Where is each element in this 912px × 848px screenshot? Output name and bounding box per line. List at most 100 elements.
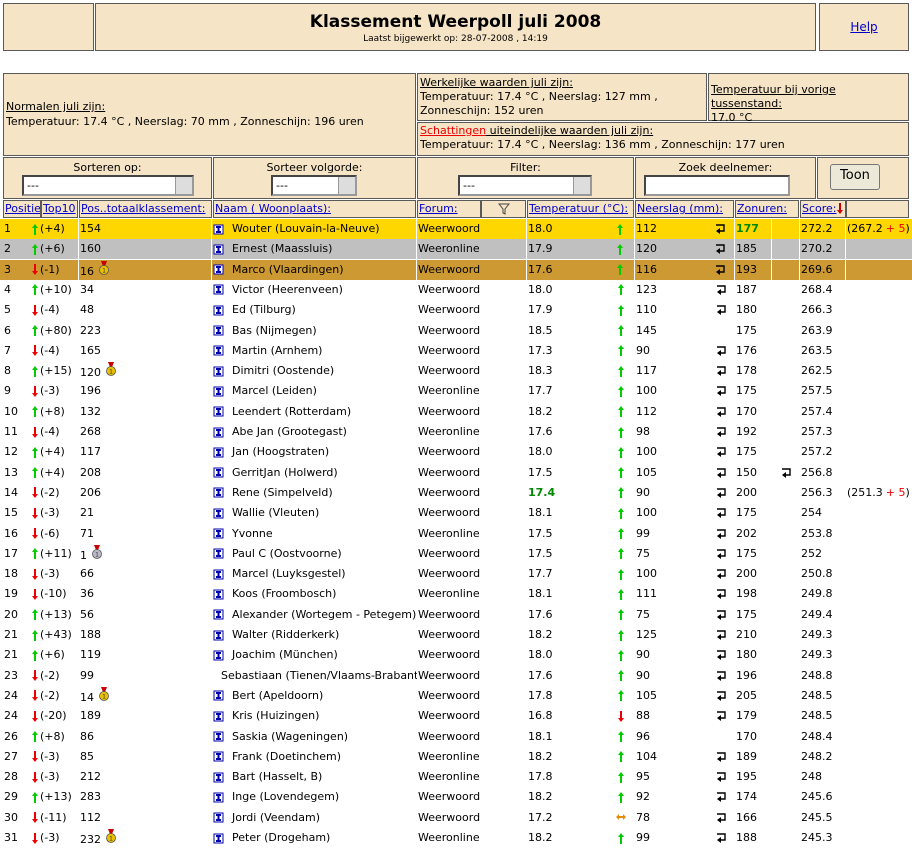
participant-name[interactable]: Wouter (Louvain-la-Neuve)	[232, 222, 380, 235]
participant-name[interactable]: Koos (Froombosch)	[232, 587, 337, 601]
position-change: (-3)	[40, 567, 60, 581]
sun-hours: 179	[736, 709, 757, 723]
participant-name[interactable]: Ernest (Maassluis)	[232, 242, 333, 256]
participant-name[interactable]: Abe Jan (Grootegast)	[232, 425, 347, 438]
sun-icon-cell	[772, 300, 800, 320]
filter-select[interactable]: ---	[458, 175, 592, 196]
sort-select[interactable]: ---	[22, 175, 194, 196]
column-header-icon	[481, 200, 526, 218]
change-cell: (+6)	[29, 645, 79, 665]
sun-icon-cell	[772, 239, 800, 260]
participant-name[interactable]: Jordi (Veendam)	[232, 810, 321, 824]
temp-cell: 17.3	[528, 341, 606, 361]
name-cell: Kris (Huizingen)	[213, 706, 417, 726]
participant-name[interactable]: Martin (Arnhem)	[232, 343, 323, 357]
temp-trend-up	[617, 791, 624, 803]
profile-icon	[213, 224, 224, 234]
participant-name[interactable]: Rene (Simpelveld)	[232, 485, 333, 499]
search-input[interactable]	[644, 175, 790, 196]
participant-name[interactable]: Marco (Vlaardingen)	[232, 262, 344, 276]
change-cell: (-2)	[29, 483, 79, 503]
rain-icon-cell	[706, 767, 735, 787]
temp-trend-cell	[606, 767, 635, 787]
svg-text:1: 1	[102, 267, 106, 274]
column-header-link[interactable]: Temperatuur (°C):	[529, 202, 629, 215]
participant-name[interactable]: Victor (Heerenveen)	[232, 282, 343, 296]
forum-cell: Weeronline	[418, 584, 527, 604]
note-cell	[847, 727, 909, 747]
column-header-link[interactable]: Top10	[43, 202, 76, 215]
temp-trend-up	[617, 609, 624, 621]
position: 20	[4, 607, 18, 621]
medal-icon: 1	[99, 686, 109, 701]
forum: Weerwoord	[418, 688, 481, 702]
participant-name[interactable]: Kris (Huizingen)	[232, 709, 320, 723]
change-cell: (-20)	[29, 706, 79, 726]
participant-name[interactable]: GerritJan (Holwerd)	[232, 465, 338, 479]
participant-name[interactable]: Dimitri (Oostende)	[232, 364, 335, 378]
estimate-link[interactable]: Schattingen	[420, 124, 487, 137]
participant-name[interactable]: Wallie (Vleuten)	[232, 506, 320, 520]
participant-name[interactable]: Joachim (München)	[232, 648, 338, 662]
rain-icon-cell	[706, 239, 735, 260]
profile-icon	[213, 609, 224, 620]
note-cell	[847, 524, 909, 544]
header-left	[3, 3, 94, 51]
participant-name[interactable]: Marcel (Leiden)	[232, 384, 317, 398]
participant-name[interactable]: Walter (Ridderkerk)	[232, 628, 340, 641]
trend-down-icon	[32, 528, 38, 539]
sun-icon-cell	[772, 767, 800, 787]
participant-name[interactable]: Alexander (Wortegem - Petegem)	[232, 607, 417, 621]
name-cell: Joachim (München)	[213, 645, 417, 665]
trend-down-icon	[32, 670, 38, 682]
note-cell	[847, 564, 909, 584]
participant-name[interactable]: Jan (Hoogstraten)	[232, 445, 330, 459]
column-header-link[interactable]: Pos..totaalklassement:	[81, 202, 206, 215]
profile-icon	[213, 792, 224, 803]
participant-name[interactable]: Bart (Hasselt, B)	[232, 770, 323, 784]
order-select[interactable]: ---	[271, 175, 357, 196]
column-header-link[interactable]: Neerslag (mm):	[637, 202, 724, 215]
column-header-link[interactable]: Zonuren:	[737, 202, 787, 215]
change-cell: (-3)	[29, 747, 79, 767]
participant-name[interactable]: Bert (Apeldoorn)	[232, 688, 324, 702]
temp-trend-cell	[606, 321, 635, 341]
show-button[interactable]: Toon	[830, 164, 880, 190]
temp-cell: 17.5	[528, 463, 606, 483]
score-cell: 249.3	[801, 645, 846, 665]
score: 263.9	[801, 323, 833, 337]
help-link[interactable]: Help	[850, 20, 878, 34]
temp-trend-cell	[606, 666, 635, 686]
column-header-link[interactable]: Naam ( Woonplaats):	[215, 202, 331, 215]
participant-name[interactable]: Marcel (Luyksgestel)	[232, 567, 346, 581]
participant-name[interactable]: Leendert (Rotterdam)	[232, 404, 352, 418]
participant-name[interactable]: Bas (Nijmegen)	[232, 323, 317, 337]
column-header-link[interactable]: Positie:	[5, 202, 41, 215]
position-cell: 2	[4, 239, 28, 259]
change-cell: (+8)	[29, 402, 79, 422]
position-change: (+6)	[40, 648, 65, 662]
temperature: 18.3	[528, 364, 553, 378]
score: 263.5	[801, 343, 833, 357]
column-header-link[interactable]: Score:	[802, 202, 837, 215]
participant-name[interactable]: Inge (Lovendegem)	[232, 790, 340, 804]
column-header-link[interactable]: Forum:	[419, 202, 458, 215]
participant-name[interactable]: Saskia (Wageningen)	[232, 729, 349, 743]
sun-hours: 192	[736, 425, 757, 438]
ranking-row: 1 (+4) 154 Wouter (Louvain-la-Neuve) Weerwoo…	[0, 219, 912, 239]
participant-name[interactable]: Sebastiaan (Tienen/Vlaams-Brabant)	[221, 668, 417, 682]
score: 256.8	[801, 465, 833, 479]
participant-name[interactable]: Frank (Doetinchem)	[232, 749, 342, 763]
profile-icon	[213, 264, 224, 275]
sun-icon-cell	[772, 584, 800, 604]
rain-cell: 104	[636, 747, 706, 767]
participant-name[interactable]: Paul C (Oostvoorne)	[232, 546, 342, 560]
rain-cell: 105	[636, 686, 706, 706]
participant-name[interactable]: Ed (Tilburg)	[232, 303, 296, 317]
temperature: 18.0	[528, 648, 553, 662]
score-cell: 269.6	[801, 259, 846, 280]
score: 270.2	[801, 242, 833, 256]
participant-name[interactable]: Yvonne	[232, 526, 273, 540]
forum: Weerwoord	[418, 628, 481, 641]
participant-name[interactable]: Peter (Drogeham)	[232, 831, 331, 844]
